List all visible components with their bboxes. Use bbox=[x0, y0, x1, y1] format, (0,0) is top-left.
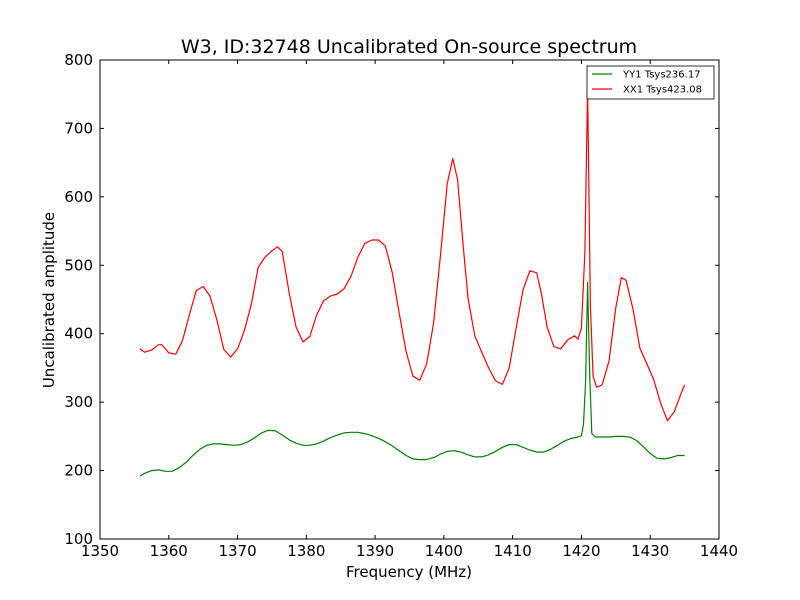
x-tick-label: 1440 bbox=[700, 542, 738, 560]
chart-title: W3, ID:32748 Uncalibrated On-source spec… bbox=[181, 36, 637, 58]
y-tick-label: 200 bbox=[64, 462, 93, 480]
legend-label-yy1: YY1 Tsys236.17 bbox=[622, 70, 701, 81]
y-tick-label: 600 bbox=[64, 188, 93, 206]
y-tick-label: 400 bbox=[64, 325, 93, 343]
x-tick-label: 1390 bbox=[356, 542, 394, 560]
series-lines bbox=[139, 86, 686, 477]
y-tick-label: 100 bbox=[64, 530, 93, 548]
plot-frame bbox=[99, 59, 720, 540]
x-tick-label: 1420 bbox=[562, 542, 600, 560]
x-tick-label: 1400 bbox=[425, 542, 463, 560]
axis-ticks bbox=[99, 59, 720, 540]
series-line-xx1 bbox=[139, 86, 686, 422]
x-tick-label: 1410 bbox=[494, 542, 532, 560]
y-tick-label: 700 bbox=[64, 119, 93, 137]
x-tick-label: 1370 bbox=[218, 542, 256, 560]
y-tick-label: 800 bbox=[64, 51, 93, 69]
plot-area bbox=[99, 59, 720, 540]
y-tick-labels: 100 200 300 400 500 600 700 800 bbox=[64, 51, 93, 548]
x-tick-label: 1350 bbox=[81, 542, 119, 560]
y-tick-label: 500 bbox=[64, 256, 93, 274]
legend-label-xx1: XX1 Tsys423.08 bbox=[623, 85, 702, 96]
x-tick-label: 1360 bbox=[150, 542, 188, 560]
y-axis-label: Uncalibrated amplitude bbox=[40, 212, 58, 388]
x-tick-label: 1430 bbox=[631, 542, 669, 560]
series-line-yy1 bbox=[139, 281, 685, 477]
x-tick-label: 1380 bbox=[287, 542, 325, 560]
y-tick-label: 300 bbox=[64, 393, 93, 411]
legend: YY1 Tsys236.17 XX1 Tsys423.08 bbox=[586, 65, 715, 100]
x-tick-labels: 1350 1360 1370 1380 1390 1400 1410 1420 1430 1440 bbox=[81, 542, 738, 560]
x-axis-label: Frequency (MHz) bbox=[346, 563, 472, 581]
legend-box bbox=[586, 65, 715, 100]
